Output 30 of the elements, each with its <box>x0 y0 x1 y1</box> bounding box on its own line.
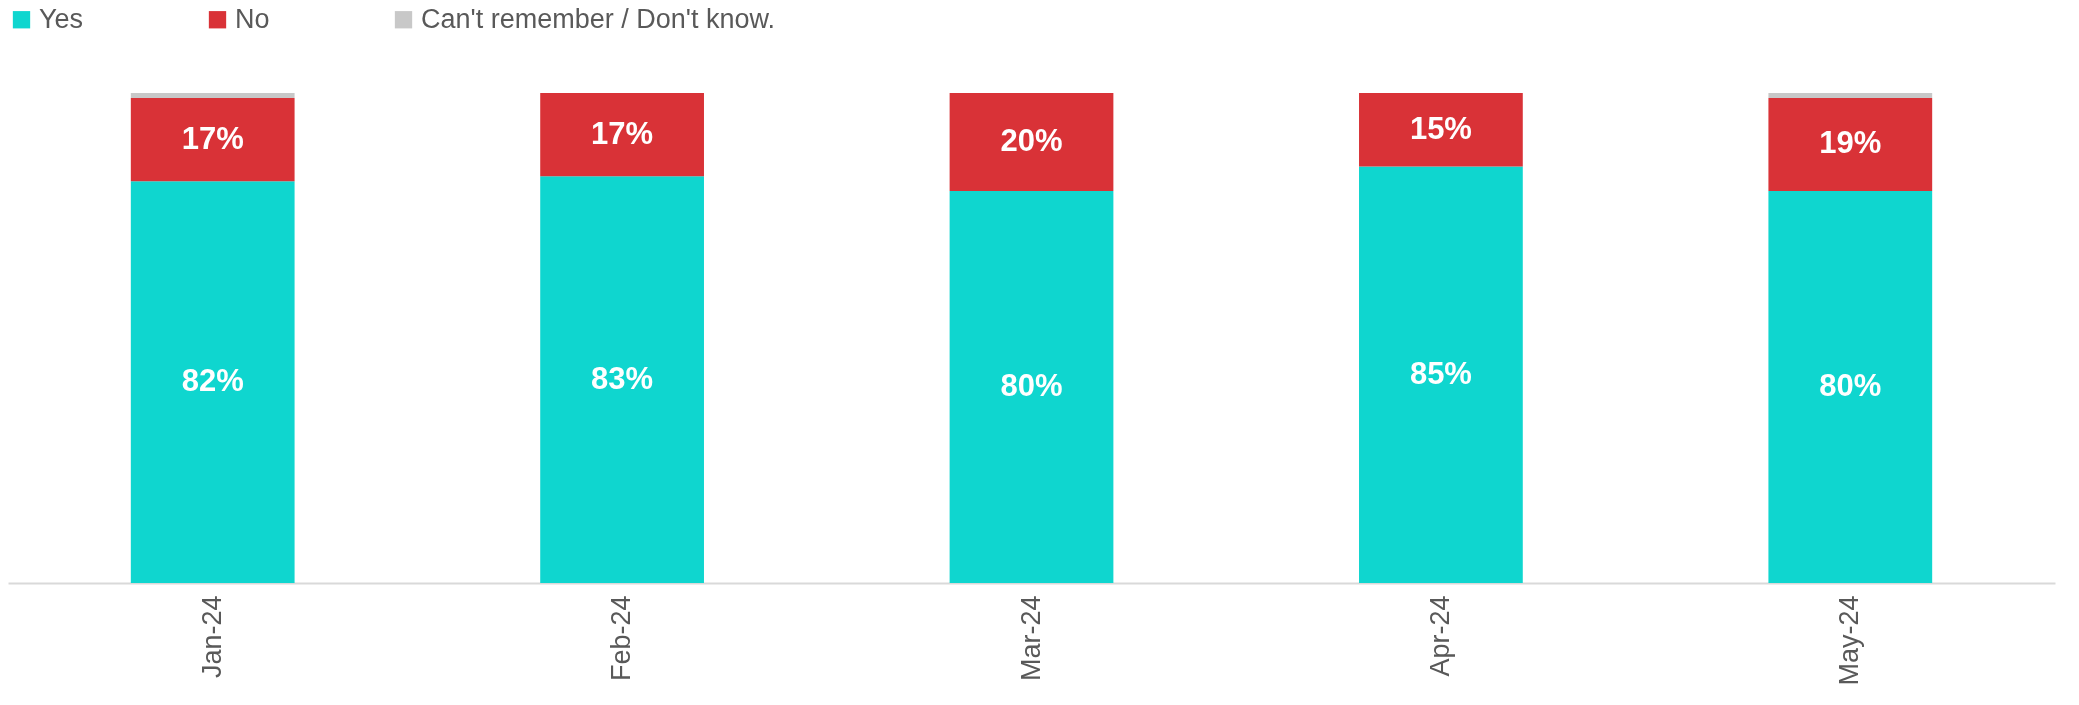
bar <box>130 97 295 182</box>
data-label: 80% <box>1819 368 1882 403</box>
data-label: 17% <box>181 120 244 156</box>
bar <box>130 93 295 98</box>
data-label: 85% <box>1409 355 1472 391</box>
bar <box>949 191 1114 583</box>
bar <box>1359 93 1523 167</box>
x-tick-label: Mar-24 <box>1015 595 1046 682</box>
x-tick-label: Apr-24 <box>1424 595 1455 677</box>
data-label: 19% <box>1819 125 1882 161</box>
data-label: 80% <box>1000 368 1063 403</box>
bar <box>540 93 704 177</box>
bar <box>949 93 1114 191</box>
data-label: 15% <box>1409 110 1472 146</box>
bar <box>540 176 704 583</box>
x-tick-label: May-24 <box>1834 595 1865 686</box>
data-label: 17% <box>591 115 654 151</box>
legend-label: No <box>235 3 270 34</box>
data-label: 82% <box>181 363 244 399</box>
x-tick-label: Feb-24 <box>606 595 637 682</box>
data-label: 20% <box>1000 123 1063 158</box>
bar <box>130 181 295 583</box>
bar <box>1768 97 1933 191</box>
bar <box>1768 191 1933 583</box>
x-tick-label: Jan-24 <box>196 595 227 679</box>
legend-label: Yes <box>39 3 84 34</box>
bar <box>1768 93 1933 98</box>
bar <box>1359 166 1523 583</box>
data-label: 83% <box>591 360 654 396</box>
legend-label: Can't remember / Don't know. <box>421 3 775 34</box>
